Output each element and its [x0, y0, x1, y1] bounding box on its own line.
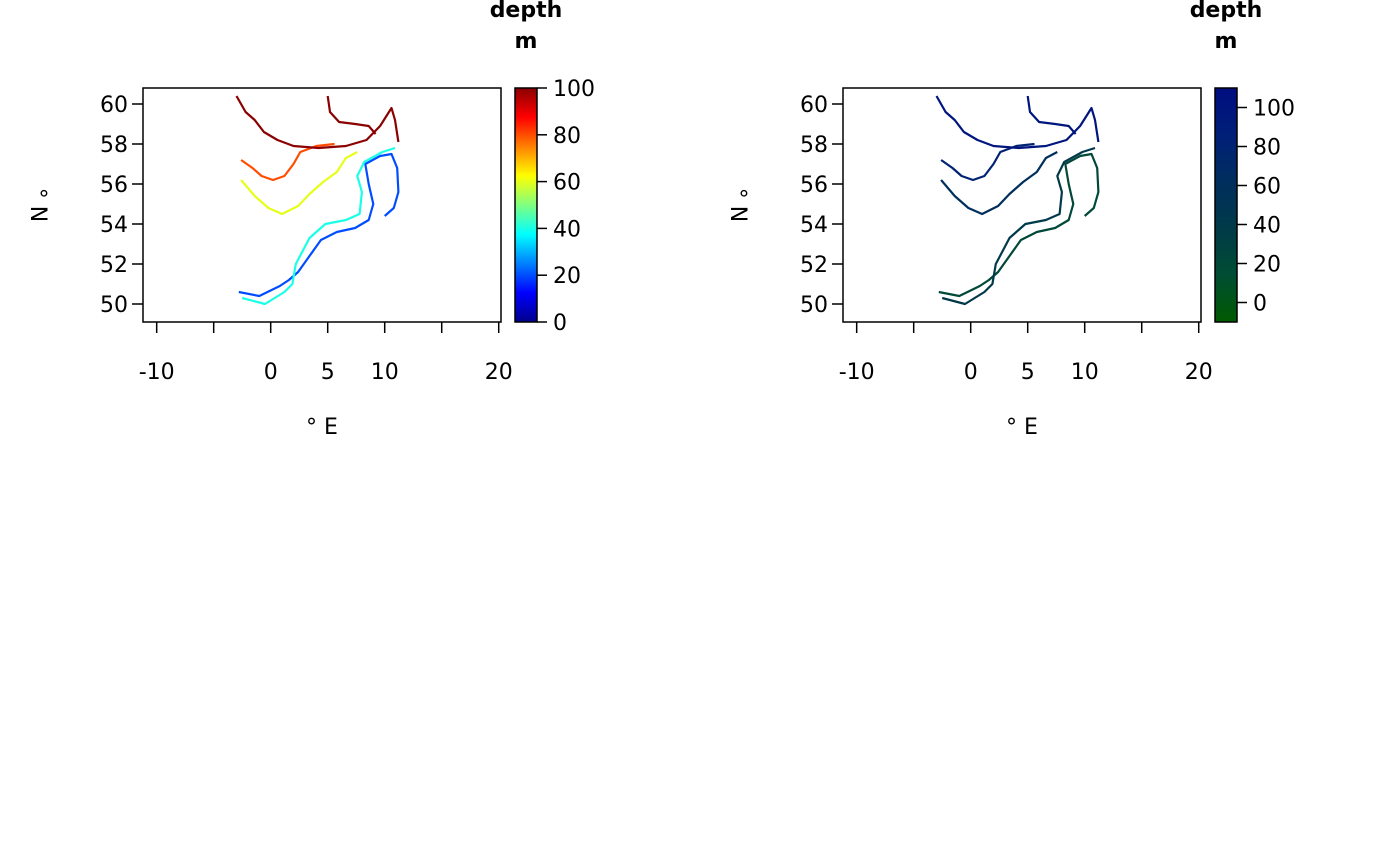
- y-tick-label: 54: [800, 213, 828, 238]
- contour-100m-shelf-edge: [935, 95, 1100, 150]
- contour-100m-trench: [326, 95, 377, 135]
- colorbar-tick-label: 100: [553, 77, 595, 102]
- plot-frame: [142, 87, 502, 323]
- map-panel-2: -10 0 5 10 20 50 52 54 56 58 60 ° E ° N 0 20 40 60 80 100 d…: [725, 0, 1295, 440]
- legend-title-line2: m: [1215, 29, 1238, 54]
- colorbar-tick-label: 60: [1253, 175, 1281, 200]
- contour-80m: [940, 142, 1035, 182]
- contour-60m: [940, 151, 1058, 216]
- y-axis-title: ° N: [725, 188, 750, 222]
- x-tick-label: 0: [264, 360, 278, 385]
- x-tick-label: -10: [139, 360, 175, 385]
- contour-100m-trench: [1026, 95, 1077, 135]
- x-tick-label: 10: [371, 360, 399, 385]
- plot-frame: [842, 87, 1202, 323]
- y-tick-label: 50: [100, 293, 128, 318]
- map-panel-1: -10 0 5 10 20 50 52 54 56 58 60 ° E ° N 0 20 40 60 80 100 d…: [25, 0, 595, 440]
- colorbar-tick-label: 100: [1253, 97, 1295, 122]
- contour-20m: [238, 152, 400, 298]
- y-tick-label: 58: [800, 133, 828, 158]
- contour-80m: [240, 142, 335, 182]
- colorbar-tick-label: 40: [1253, 214, 1281, 239]
- x-axis-title: ° E: [306, 415, 338, 440]
- contour-100m-shelf-edge: [235, 95, 400, 150]
- colorbar-tick-label: 0: [1253, 292, 1267, 317]
- contour-20m: [938, 152, 1100, 298]
- colorbar-tick-label: 20: [553, 264, 581, 289]
- contour-40m: [241, 146, 396, 306]
- x-tick-label: 5: [1021, 360, 1035, 385]
- colorbar: [1214, 87, 1238, 323]
- x-axis-title: ° E: [1006, 415, 1038, 440]
- y-tick-label: 58: [100, 133, 128, 158]
- contour-60m: [240, 151, 358, 216]
- colorbar-tick-label: 20: [1253, 253, 1281, 278]
- x-tick-label: 10: [1071, 360, 1099, 385]
- legend-title-line1: depth: [490, 0, 563, 23]
- y-tick-label: 56: [100, 173, 128, 198]
- x-tick-label: 20: [1185, 360, 1213, 385]
- colorbar-tick-label: 0: [553, 311, 567, 336]
- x-tick-label: 5: [321, 360, 335, 385]
- y-axis-title: ° N: [25, 188, 50, 222]
- contour-lines: [235, 95, 400, 306]
- contour-lines: [935, 95, 1100, 306]
- y-tick-label: 54: [100, 213, 128, 238]
- colorbar-tick-label: 40: [553, 217, 581, 242]
- colorbar-tick-label: 80: [553, 124, 581, 149]
- y-tick-label: 52: [100, 253, 128, 278]
- y-tick-label: 60: [100, 93, 128, 118]
- legend-title-line2: m: [515, 29, 538, 54]
- colorbar-tick-label: 60: [553, 171, 581, 196]
- colorbar-tick-label: 80: [1253, 136, 1281, 161]
- x-tick-label: 20: [485, 360, 513, 385]
- y-tick-label: 60: [800, 93, 828, 118]
- contour-40m: [941, 146, 1096, 306]
- y-tick-label: 50: [800, 293, 828, 318]
- x-tick-label: -10: [839, 360, 875, 385]
- legend-title-line1: depth: [1190, 0, 1263, 23]
- y-tick-label: 56: [800, 173, 828, 198]
- colorbar: [514, 87, 538, 323]
- y-tick-label: 52: [800, 253, 828, 278]
- x-tick-label: 0: [964, 360, 978, 385]
